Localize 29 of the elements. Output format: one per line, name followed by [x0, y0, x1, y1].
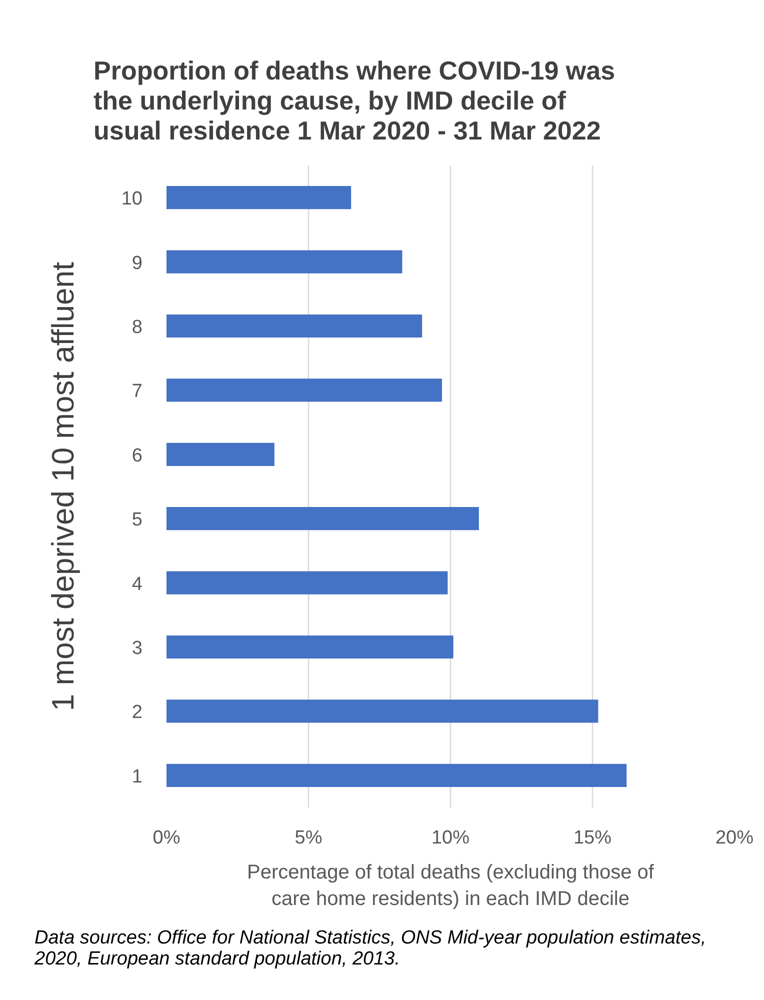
y-tick-label: 1	[132, 766, 143, 788]
bar	[166, 700, 598, 723]
bar	[166, 314, 422, 338]
x-tick-label: 15%	[573, 828, 612, 848]
y-axis-title: 1 most deprived 10 most affluent	[45, 262, 80, 712]
bar	[166, 507, 479, 530]
x-tick-label: 20%	[715, 828, 754, 848]
y-tick-label: 10	[121, 188, 143, 210]
x-tick-label: 10%	[431, 828, 470, 848]
bar	[166, 250, 402, 274]
chart-title: Proportion of deaths where COVID-19 was the underlying cause, by IMD decile of usual residence 1 Mar 2020 - 31 Mar 2022	[94, 56, 616, 146]
text: Data sources: Office for National Statistics, ONS Mid-year population estimates, 2020, European standard population, 2013.	[34, 928, 706, 970]
bar	[166, 635, 454, 659]
y-tick-label: 8	[132, 317, 143, 338]
bar	[166, 186, 352, 210]
x-tick-label: 5%	[294, 828, 322, 848]
bar	[166, 378, 442, 402]
y-tick-label: 4	[132, 574, 143, 595]
y-tick-label: 6	[132, 445, 143, 466]
bar	[166, 571, 448, 594]
bar	[166, 442, 274, 466]
bar	[166, 764, 627, 787]
x-axis-title: Percentage of total deaths (excluding those of care home residents) in each IMD decile	[247, 862, 654, 910]
y-tick-label: 7	[132, 381, 143, 402]
x-tick-label: 0%	[152, 828, 180, 848]
y-tick-label: 3	[132, 638, 143, 659]
y-tick-label: 5	[132, 510, 143, 531]
y-tick-label: 9	[132, 252, 143, 274]
y-tick-label: 2	[132, 702, 143, 724]
